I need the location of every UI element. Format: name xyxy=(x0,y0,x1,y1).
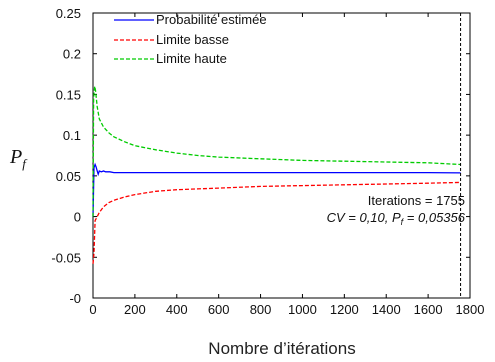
legend-label: Limite haute xyxy=(156,51,227,66)
y-tick-label: -0.05 xyxy=(51,250,81,265)
y-tick-label: 0.2 xyxy=(63,47,81,62)
y-tick-label: -0 xyxy=(69,291,81,306)
series-layer xyxy=(92,13,462,298)
x-axis-label: Nombre d’itérations xyxy=(208,339,355,358)
series-line-1 xyxy=(92,162,461,217)
x-axis: 0 200 400 600 800 1000 1200 1400 1600 1800 xyxy=(89,13,484,317)
x-tick-label: 1200 xyxy=(330,302,359,317)
annotation: Iterations = 1755 CV = 0,10, Pf = 0,05356 xyxy=(327,193,466,227)
legend-label: Probabilité estimée xyxy=(156,12,267,27)
series-line-2 xyxy=(92,181,461,264)
y-tick-label: 0.05 xyxy=(56,169,81,184)
legend-label: Limite basse xyxy=(156,32,229,47)
x-tick-label: 200 xyxy=(124,302,146,317)
y-axis-label: Pf xyxy=(9,146,28,171)
legend: Probabilité estimée Limite basse Limite ha… xyxy=(114,12,267,66)
plot-area xyxy=(92,12,471,299)
annotation-cv-pf: CV = 0,10, Pf = 0,05356 xyxy=(327,210,466,227)
x-tick-label: 1000 xyxy=(288,302,317,317)
x-tick-label: 400 xyxy=(166,302,188,317)
y-axis: -0 -0.05 0 0.05 0.1 0.15 0.2 0.25 xyxy=(51,6,470,306)
y-tick-label: 0.25 xyxy=(56,6,81,21)
x-tick-label: 1600 xyxy=(414,302,443,317)
x-tick-label: 0 xyxy=(89,302,96,317)
x-tick-label: 600 xyxy=(208,302,230,317)
series-line-3 xyxy=(92,86,461,217)
y-tick-label: 0 xyxy=(74,210,81,225)
y-tick-label: 0.1 xyxy=(63,128,81,143)
x-tick-label: 800 xyxy=(250,302,272,317)
x-tick-label: 1400 xyxy=(372,302,401,317)
y-tick-label: 0.15 xyxy=(56,87,81,102)
annotation-iterations: Iterations = 1755 xyxy=(368,193,465,208)
x-tick-label: 1800 xyxy=(456,302,485,317)
